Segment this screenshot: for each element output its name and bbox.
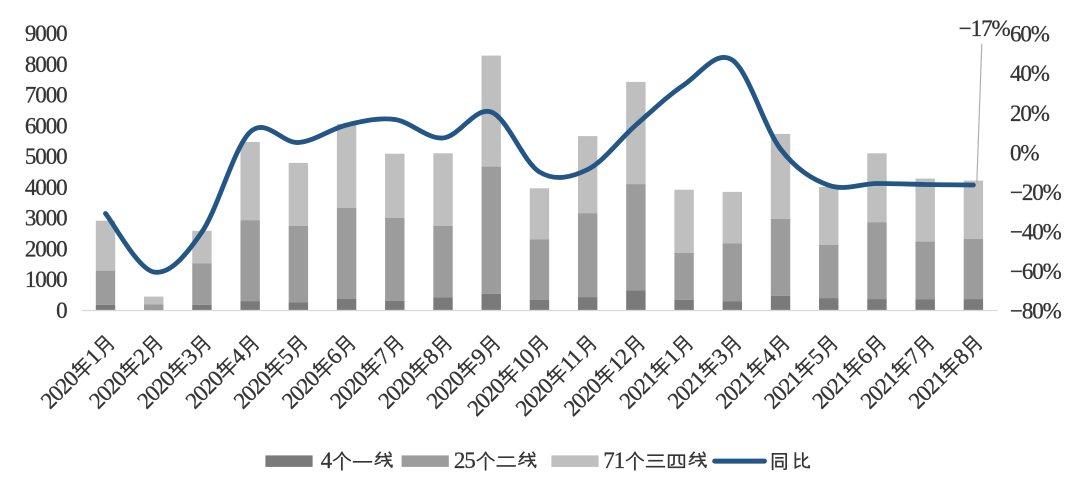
svg-text:25: 25 bbox=[454, 448, 475, 473]
svg-text:0%: 0% bbox=[1010, 140, 1039, 165]
svg-text:−40%: −40% bbox=[1010, 220, 1062, 245]
svg-text:1000: 1000 bbox=[25, 267, 67, 292]
svg-text:3000: 3000 bbox=[25, 206, 67, 231]
svg-text:4000: 4000 bbox=[25, 175, 67, 200]
svg-text:7000: 7000 bbox=[25, 83, 67, 108]
svg-text:−17%: −17% bbox=[959, 16, 1011, 41]
svg-text:−60%: −60% bbox=[1010, 259, 1062, 284]
svg-text:20%: 20% bbox=[1010, 101, 1050, 126]
svg-text:60%: 60% bbox=[1010, 22, 1050, 47]
svg-text:5000: 5000 bbox=[25, 144, 67, 169]
svg-text:4: 4 bbox=[321, 448, 333, 473]
svg-text:0: 0 bbox=[56, 298, 67, 323]
svg-text:2000: 2000 bbox=[25, 236, 67, 261]
svg-text:−20%: −20% bbox=[1010, 180, 1062, 205]
svg-text:8000: 8000 bbox=[25, 52, 67, 77]
svg-text:−80%: −80% bbox=[1010, 299, 1062, 324]
svg-text:40%: 40% bbox=[1010, 61, 1050, 86]
svg-text:9000: 9000 bbox=[25, 21, 67, 46]
svg-text:71: 71 bbox=[603, 448, 624, 473]
svg-text:6000: 6000 bbox=[25, 113, 67, 138]
